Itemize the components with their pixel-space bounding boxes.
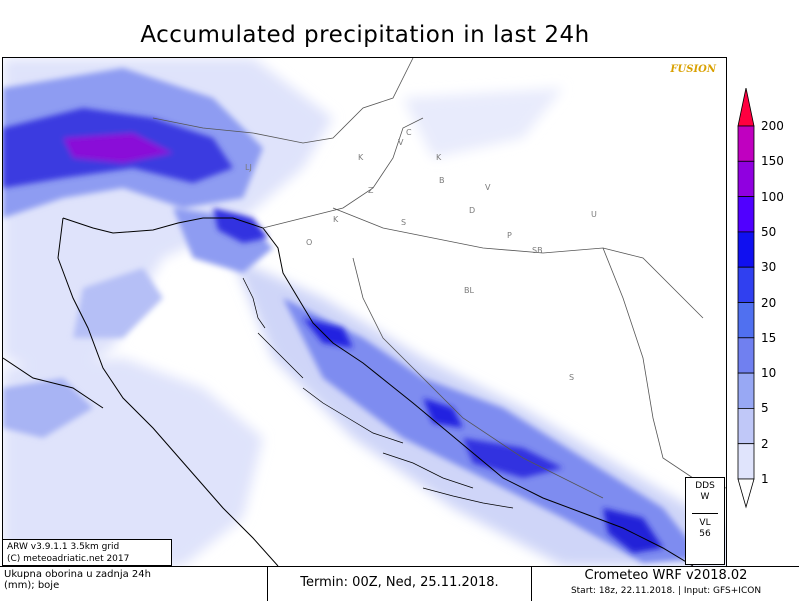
legend-label: 50 [761,224,777,239]
city-label-k3: K [333,215,339,224]
city-label-p: P [507,231,512,240]
city-label-z: Z [368,186,374,195]
legend-swatch [737,302,755,339]
coastline [3,217,694,566]
city-label-lj: LJ [245,163,252,172]
legend-arrow-top [737,88,755,127]
fusion-logo: FUSION [670,64,716,75]
city-label-v: V [398,138,404,147]
city-label-o: O [306,238,313,247]
map-title: Accumulated precipitation in last 24h [140,22,590,48]
legend-swatch [737,196,755,233]
station-box: DDS W VL 56 [685,477,725,565]
legend-label: 1 [761,472,769,486]
legend-swatch [737,231,755,268]
model-info-line1: ARW v3.9.1.1 3.5km grid [7,542,120,552]
legend-swatch [737,337,755,374]
description-line2: (mm); boje [4,580,60,591]
precipitation-map: FUSION LJ Z K V C K B V K S D O P SB U B… [2,57,727,567]
legend-label: 20 [761,295,777,310]
station-divider [692,513,718,514]
model-info-box: ARW v3.9.1.1 3.5km grid (C) meteoadriati… [2,539,172,566]
termin-label: Termin: 00Z, Ned, 25.11.2018. [267,567,532,601]
start-label: Start: 18z, 22.11.2018. | Input: GFS+ICO… [570,586,762,596]
map-canvas [3,58,726,566]
legend-swatch [737,266,755,303]
description-line1: Ukupna oborina u zadnja 24h [4,569,151,580]
legend-swatch [737,443,755,480]
model-info-line2: (C) meteoadriatic.net 2017 [7,554,130,564]
city-label-s1: S [401,218,407,227]
legend-label: 200 [761,119,784,133]
legend-label: 10 [761,366,777,381]
city-label-sb: SB [532,246,543,255]
city-label-k1: K [358,153,364,162]
precip-heavy-layer [3,108,663,553]
islands [242,277,514,509]
city-label-v2: V [485,183,491,192]
legend-swatch [737,372,755,409]
city-label-c: C [406,128,412,137]
legend-label: 100 [761,189,784,204]
bottom-bar: Ukupna oborina u zadnja 24h (mm); boje T… [0,566,799,601]
legend-label: 5 [761,401,769,416]
legend-swatch [737,407,755,445]
legend-bar [737,88,755,509]
legend-label: 150 [761,154,784,169]
crometeo-label: Crometeo WRF v2018.02 [584,568,748,583]
legend-arrow-bottom [737,478,755,509]
city-label-b: B [439,176,445,185]
legend-label: 2 [761,436,769,451]
legend-swatch [737,125,755,162]
station-line2: W [700,492,710,502]
legend-label: 15 [761,330,777,345]
city-label-d: D [469,206,476,215]
description: Ukupna oborina u zadnja 24h (mm); boje [4,569,151,591]
station-line1: DDS [695,481,715,491]
city-label-k2: K [436,153,442,162]
station-line4: 56 [699,529,711,539]
legend-label: 30 [761,260,777,275]
city-label-s2: S [569,373,575,382]
legend-swatch [737,160,755,198]
color-legend: 200 150 100 50 30 20 15 10 5 2 1 [735,88,799,518]
city-label-u: U [591,210,597,219]
city-label-bl: BL [464,286,474,295]
station-line3: VL [699,518,711,528]
